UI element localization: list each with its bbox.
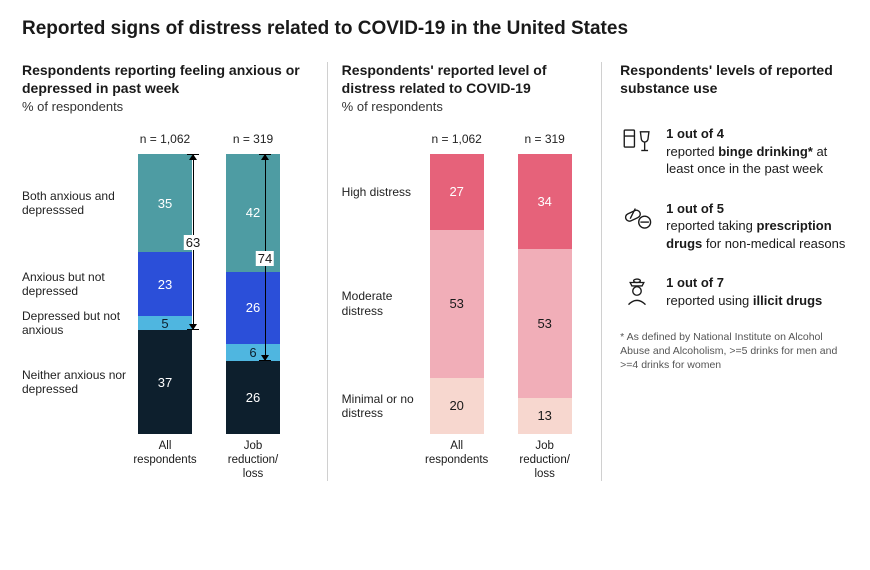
stat-text: 1 out of 7reported using illicit drugs bbox=[666, 274, 822, 309]
panels-row: Respondents reporting feeling anxious or… bbox=[22, 62, 848, 481]
stacked-bar: 275320 bbox=[430, 154, 484, 434]
bracket-arrow: 74 bbox=[259, 154, 271, 361]
panel-anxious-depressed: Respondents reporting feeling anxious or… bbox=[22, 62, 327, 481]
panel3-footnote: * As defined by National Institute on Al… bbox=[620, 331, 848, 372]
bar-segment: 53 bbox=[430, 230, 484, 378]
panel2-row-labels: High distressModerate distressMinimal or… bbox=[342, 154, 422, 434]
panel2-title: Respondents' reported level of distress … bbox=[342, 62, 588, 97]
panel3-items: 1 out of 4reported binge drinking* at le… bbox=[620, 125, 848, 309]
x-axis-label: All respondents bbox=[130, 440, 200, 468]
bar-column: n = 319 4226626 Job reduction/ loss bbox=[218, 132, 288, 481]
bar-segment: 6 bbox=[226, 344, 280, 361]
panel2-subtitle: % of respondents bbox=[342, 99, 588, 114]
bar-segment: 34 bbox=[518, 154, 572, 249]
bar-segment: 53 bbox=[518, 249, 572, 397]
bar-column: n = 1,062 275320 All respondents bbox=[422, 132, 492, 481]
n-label: n = 1,062 bbox=[431, 132, 481, 148]
panel1-title: Respondents reporting feeling anxious or… bbox=[22, 62, 313, 97]
panel-substance-use: Respondents' levels of reported substanc… bbox=[602, 62, 848, 481]
row-label: Moderate distress bbox=[342, 230, 422, 378]
x-axis-label: All respondents bbox=[422, 440, 492, 468]
page-title: Reported signs of distress related to CO… bbox=[22, 18, 848, 40]
bar-column: n = 319 345313 Job reduction/ loss bbox=[510, 132, 580, 481]
bar-segment: 26 bbox=[226, 272, 280, 345]
bracket-arrow: 63 bbox=[187, 154, 199, 330]
bar-segment: 27 bbox=[430, 154, 484, 230]
wine-icon bbox=[620, 125, 654, 159]
stat-item: 1 out of 4reported binge drinking* at le… bbox=[620, 125, 848, 178]
stat-text: 1 out of 4reported binge drinking* at le… bbox=[666, 125, 848, 178]
panel3-title: Respondents' levels of reported substanc… bbox=[620, 62, 848, 97]
stacked-bar: 345313 bbox=[518, 154, 572, 434]
bar-segment: 20 bbox=[430, 378, 484, 434]
stat-text: 1 out of 5reported taking prescription d… bbox=[666, 200, 848, 253]
pills-icon bbox=[620, 200, 654, 234]
stacked-bar: 4226626 bbox=[226, 154, 280, 434]
n-label: n = 1,062 bbox=[140, 132, 190, 148]
row-label: Minimal or no distress bbox=[342, 378, 422, 434]
bar-segment: 23 bbox=[138, 252, 192, 316]
bar-segment: 26 bbox=[226, 361, 280, 434]
panel1-bars: n = 1,062 3523537 All respondents 63 n = 319… bbox=[130, 132, 288, 481]
bar-segment: 37 bbox=[138, 330, 192, 434]
person-icon bbox=[620, 274, 654, 308]
panel1-subtitle: % of respondents bbox=[22, 99, 313, 114]
row-label: Anxious but not depressed bbox=[22, 252, 130, 316]
x-axis-label: Job reduction/ loss bbox=[218, 440, 288, 481]
panel-distress-level: Respondents' reported level of distress … bbox=[327, 62, 603, 481]
stat-item: 1 out of 5reported taking prescription d… bbox=[620, 200, 848, 253]
bar-segment: 13 bbox=[518, 398, 572, 434]
stacked-bar: 3523537 bbox=[138, 154, 192, 434]
row-label: Depressed but not anxious bbox=[22, 316, 130, 330]
row-label: Neither anxious nor depressed bbox=[22, 330, 130, 434]
row-label: Both anxious and depresssed bbox=[22, 154, 130, 252]
panel2-bars: n = 1,062275320All respondentsn = 319345… bbox=[422, 132, 580, 481]
n-label: n = 319 bbox=[233, 132, 273, 148]
bar-segment: 5 bbox=[138, 316, 192, 330]
n-label: n = 319 bbox=[524, 132, 564, 148]
x-axis-label: Job reduction/ loss bbox=[510, 440, 580, 481]
row-label: High distress bbox=[342, 154, 422, 230]
panel1-row-labels: Both anxious and depresssedAnxious but n… bbox=[22, 154, 130, 434]
stat-item: 1 out of 7reported using illicit drugs bbox=[620, 274, 848, 309]
